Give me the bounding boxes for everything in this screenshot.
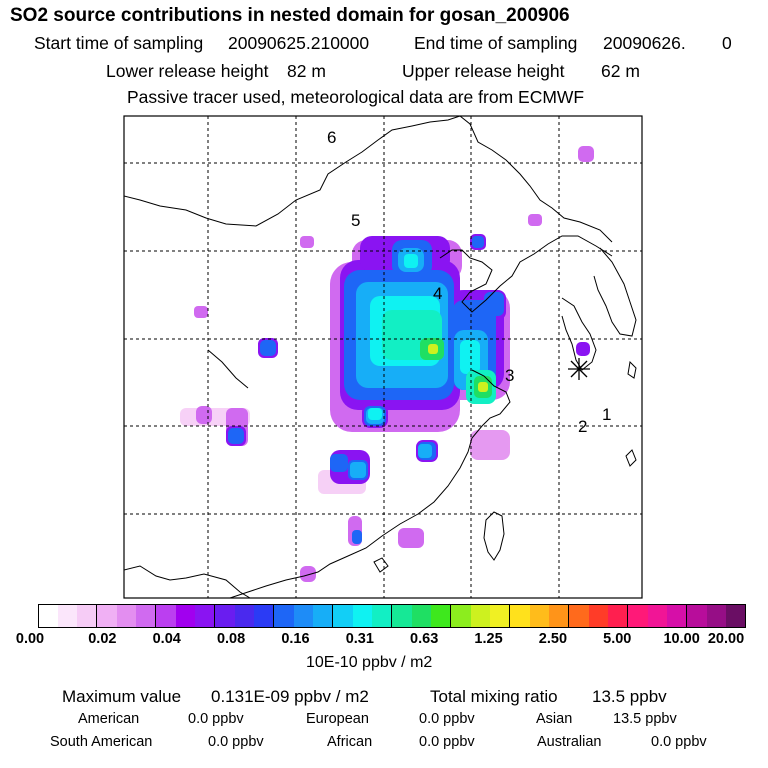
max-value: 0.131E-09 ppbv / m2 <box>211 687 369 706</box>
end-time-suffix: 0 <box>722 33 732 53</box>
color-scale-tick-label: 0.31 <box>345 631 374 647</box>
upper-height-label: Upper release height <box>402 61 565 81</box>
tracer-note: Passive tracer used, meteorological data… <box>127 87 585 107</box>
color-scale-cell <box>726 605 747 627</box>
total-mixing-label: Total mixing ratio <box>430 687 558 706</box>
region-name-south-american: South American <box>50 734 153 750</box>
color-scale-cell <box>628 605 649 627</box>
lat-lon-grid <box>124 116 642 598</box>
region-value-african: 0.0 ppbv <box>419 734 475 750</box>
total-mixing-value: 13.5 ppbv <box>592 687 667 706</box>
color-scale-units: 10E-10 ppbv / m2 <box>306 654 433 671</box>
color-scale-cell <box>175 605 196 627</box>
color-scale-cell <box>451 605 472 627</box>
max-value-label: Maximum value <box>62 687 182 706</box>
color-scale-cell <box>136 605 157 627</box>
color-scale-cell <box>57 605 78 627</box>
color-scale-tick-label: 0.63 <box>410 631 439 647</box>
color-scale-cell <box>156 605 177 627</box>
color-scale-cell <box>234 605 255 627</box>
color-scale-cell <box>549 605 570 627</box>
color-scale-tick-label: 0.00 <box>15 631 45 647</box>
color-scale-tick-label: 20.00 <box>707 631 745 647</box>
color-scale-cell <box>116 605 137 627</box>
color-scale-cell <box>569 605 590 627</box>
color-scale-cell <box>431 605 452 627</box>
color-scale-tick-label: 0.02 <box>88 631 117 647</box>
color-scale-tick-label: 2.50 <box>538 631 568 647</box>
color-scale-cell <box>77 605 98 627</box>
color-scale-cell <box>97 605 118 627</box>
color-scale-cell <box>510 605 531 627</box>
region-label-6: 6 <box>327 128 336 147</box>
color-scale-cell <box>293 605 314 627</box>
color-scale-cell <box>490 605 511 627</box>
region-value-european: 0.0 ppbv <box>419 711 475 727</box>
lower-height-value: 82 m <box>287 61 326 81</box>
coastlines <box>124 116 637 598</box>
color-scale-cell <box>588 605 609 627</box>
color-scale-tick-label: 5.00 <box>603 631 632 647</box>
region-name-european: European <box>306 711 369 727</box>
region-value-australian: 0.0 ppbv <box>651 734 707 750</box>
end-time-label: End time of sampling <box>414 33 578 53</box>
color-scale-cell <box>313 605 334 627</box>
color-scale-cell <box>215 605 236 627</box>
plot-title: SO2 source contributions in nested domai… <box>10 5 570 26</box>
region-label-5: 5 <box>351 211 360 230</box>
color-scale-cell <box>38 605 59 627</box>
color-scale-cell <box>195 605 216 627</box>
lower-height-label: Lower release height <box>106 61 269 81</box>
upper-height-value: 62 m <box>601 61 640 81</box>
color-scale-cell <box>647 605 668 627</box>
color-scale-cell <box>529 605 550 627</box>
region-value-asian: 13.5 ppbv <box>613 711 677 727</box>
region-value-south-american: 0.0 ppbv <box>208 734 264 750</box>
region-name-australian: Australian <box>537 734 602 750</box>
color-scale-cell <box>352 605 373 627</box>
concentration-field <box>180 146 594 582</box>
region-label-1: 1 <box>602 405 611 424</box>
color-scale-cell <box>687 605 708 627</box>
region-value-american: 0.0 ppbv <box>188 711 244 727</box>
color-scale-tick-label: 0.16 <box>281 631 310 647</box>
color-scale-cell <box>392 605 413 627</box>
color-scale-cell <box>254 605 275 627</box>
color-scale-tick-label: 0.04 <box>152 631 181 647</box>
region-label-3: 3 <box>505 366 514 385</box>
color-scale-cell <box>372 605 393 627</box>
end-time-value: 20090626. <box>603 33 686 53</box>
region-name-african: African <box>327 734 373 750</box>
color-scale-cell <box>333 605 354 627</box>
receptor-asterisk-icon <box>568 358 590 380</box>
color-scale-cell <box>411 605 432 627</box>
start-time-value: 20090625.210000 <box>228 33 370 53</box>
color-scale-cell <box>706 605 727 627</box>
region-label-4: 4 <box>433 284 442 303</box>
region-label-2: 2 <box>578 417 587 436</box>
color-scale-cell <box>608 605 629 627</box>
color-scale-tick-label: 10.00 <box>663 631 700 647</box>
map-frame <box>123 115 643 599</box>
color-scale-cell <box>470 605 491 627</box>
start-time-label: Start time of sampling <box>34 33 204 53</box>
color-scale-cell <box>667 605 688 627</box>
color-scale-cell <box>274 605 295 627</box>
color-scale-tick-label: 0.08 <box>216 631 246 647</box>
region-name-american: American <box>78 711 140 727</box>
color-scale-tick-label: 1.25 <box>474 631 503 647</box>
region-name-asian: Asian <box>536 711 573 727</box>
